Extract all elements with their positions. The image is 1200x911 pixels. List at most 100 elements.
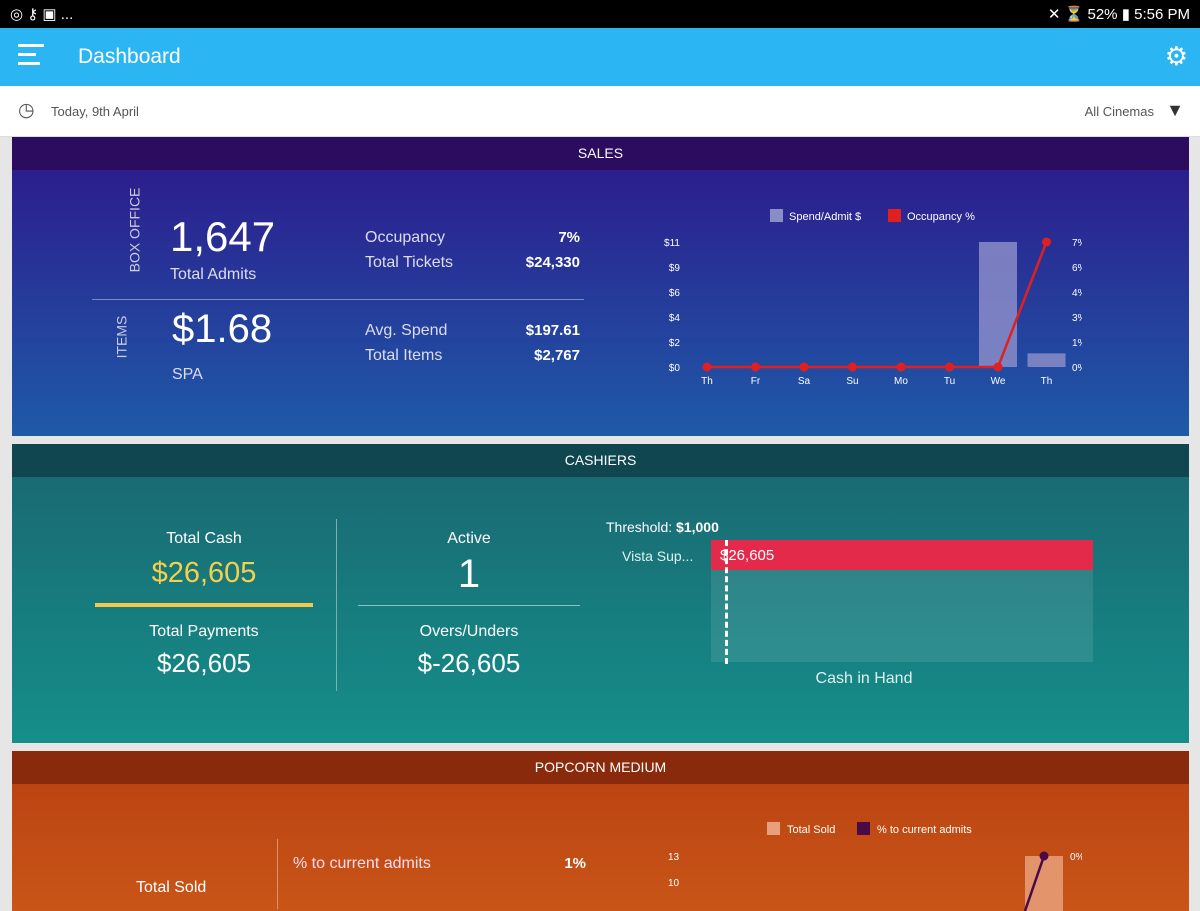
legend-swatch-spend bbox=[770, 209, 783, 222]
y-left-tick: 10 bbox=[668, 878, 680, 889]
x-tick: We bbox=[991, 376, 1006, 387]
point-occupancy bbox=[751, 362, 760, 372]
cashiers-header: CASHIERS bbox=[12, 444, 1189, 477]
legend-label-occupancy: Occupancy % bbox=[907, 211, 975, 223]
active-value: 1 bbox=[457, 552, 481, 596]
point-occupancy bbox=[993, 362, 1003, 372]
sales-card: SALES BOX OFFICE 1,647 Total Admits Occu… bbox=[12, 137, 1189, 436]
cash-bar-value: $26,605 bbox=[720, 547, 775, 564]
app-bar: Dashboard ⚙ bbox=[0, 28, 1200, 86]
legend-label-total-sold: Total Sold bbox=[787, 824, 835, 836]
y-right-tick: 0% bbox=[1072, 363, 1082, 374]
point-occupancy bbox=[848, 362, 857, 372]
total-payments-label: Total Payments bbox=[149, 623, 259, 640]
point-occupancy bbox=[799, 362, 809, 372]
status-bar: ◎ ⚷ ▣ ... ✕ ⏳ 52% ▮ 5:56 PM bbox=[0, 0, 1200, 28]
total-payments-value: $26,605 bbox=[157, 648, 251, 678]
divider bbox=[358, 605, 580, 606]
y-left-tick: $6 bbox=[669, 288, 681, 299]
occupancy-label: Occupancy bbox=[365, 229, 446, 246]
legend-swatch-pct bbox=[857, 822, 870, 835]
total-admits-label: Total Admits bbox=[170, 266, 257, 283]
spa-label: SPA bbox=[172, 366, 203, 383]
page-title: Dashboard bbox=[78, 45, 181, 68]
total-admits-value: 1,647 bbox=[170, 213, 276, 260]
y-left-tick: $11 bbox=[664, 238, 680, 249]
cashiers-card: CASHIERS Total Cash $26,605 Total Paymen… bbox=[12, 444, 1189, 743]
y-left-tick: $9 bbox=[669, 263, 681, 274]
box-office-label: BOX OFFICE bbox=[126, 187, 143, 273]
total-items-value: $2,767 bbox=[534, 347, 580, 364]
cinema-selector[interactable]: All Cinemas bbox=[1084, 104, 1154, 119]
popcorn-chart: Total Sold % to current admits 10 13 0% bbox=[668, 822, 1082, 911]
sales-header: SALES bbox=[12, 137, 1189, 170]
cashier-bar-label: Vista Sup... bbox=[622, 548, 694, 564]
overs-unders-value: $-26,605 bbox=[417, 648, 521, 678]
legend-swatch-total-sold bbox=[767, 822, 780, 835]
x-tick: Fr bbox=[751, 376, 761, 387]
threshold-line bbox=[725, 540, 728, 664]
notification-icons: ◎ ⚷ ▣ ... bbox=[10, 6, 74, 23]
x-tick: Mo bbox=[894, 376, 908, 387]
divider bbox=[277, 839, 278, 909]
x-tick: Th bbox=[1041, 376, 1053, 387]
y-right-tick: 4% bbox=[1072, 288, 1082, 299]
total-items-label: Total Items bbox=[365, 347, 443, 364]
bar-spend-admit bbox=[979, 242, 1017, 367]
total-tickets-label: Total Tickets bbox=[365, 254, 454, 271]
point-pct bbox=[1039, 851, 1049, 861]
x-tick: Sa bbox=[798, 376, 811, 387]
occupancy-value: 7% bbox=[558, 229, 580, 246]
avg-spend-label: Avg. Spend bbox=[365, 322, 448, 339]
point-occupancy bbox=[1042, 237, 1051, 247]
point-occupancy bbox=[945, 362, 954, 372]
filter-bar: ◷ Today, 9th April All Cinemas ▼ bbox=[0, 86, 1200, 137]
popcorn-card: POPCORN MEDIUM Total Sold % to current a… bbox=[12, 751, 1189, 911]
pct-admits-value: 1% bbox=[564, 855, 586, 872]
y-right-tick: 7% bbox=[1072, 238, 1082, 249]
point-occupancy bbox=[896, 362, 906, 372]
total-cash-label: Total Cash bbox=[166, 530, 242, 547]
overs-unders-label: Overs/Unders bbox=[419, 623, 519, 640]
cash-axis-label: Cash in Hand bbox=[815, 670, 913, 687]
x-tick: Tu bbox=[944, 376, 955, 387]
x-tick: Su bbox=[846, 376, 858, 387]
total-tickets-value: $24,330 bbox=[525, 254, 580, 271]
pct-admits-label: % to current admits bbox=[293, 855, 431, 872]
x-tick: Th bbox=[701, 376, 713, 387]
menu-icon[interactable] bbox=[18, 44, 44, 65]
legend-label-pct: % to current admits bbox=[877, 824, 972, 836]
bar-spend-admit bbox=[1027, 353, 1066, 367]
divider bbox=[336, 519, 337, 691]
sales-chart: Spend/Admit $ Occupancy % $0 $2 $4 $6 $9 $11 0% 1… bbox=[664, 209, 1082, 387]
filter-icon[interactable]: ▼ bbox=[1166, 100, 1184, 120]
legend-swatch-occupancy bbox=[888, 209, 901, 222]
line-occupancy bbox=[707, 241, 1048, 369]
y-left-tick: $0 bbox=[669, 363, 681, 374]
divider bbox=[92, 299, 584, 300]
avg-spend-value: $197.61 bbox=[525, 322, 580, 339]
settings-gear-icon[interactable]: ⚙ bbox=[1164, 41, 1188, 71]
clock-icon: ◷ bbox=[18, 100, 35, 121]
threshold: Threshold: $1,000 bbox=[606, 519, 719, 535]
y-right-tick: 3% bbox=[1072, 313, 1082, 324]
status-right: ✕ ⏳ 52% ▮ 5:56 PM bbox=[1047, 6, 1190, 23]
y-right-tick: 0% bbox=[1070, 852, 1082, 863]
legend-label-spend: Spend/Admit $ bbox=[789, 211, 861, 223]
total-cash-underline bbox=[95, 603, 313, 607]
y-left-tick: 13 bbox=[668, 852, 680, 863]
y-left-tick: $4 bbox=[669, 313, 681, 324]
cash-in-hand-bar bbox=[711, 540, 1093, 570]
date-selector[interactable]: Today, 9th April bbox=[51, 104, 139, 119]
y-right-tick: 6% bbox=[1072, 263, 1082, 274]
y-left-tick: $2 bbox=[669, 338, 681, 349]
active-label: Active bbox=[447, 530, 491, 547]
total-cash-value: $26,605 bbox=[151, 557, 257, 589]
bar-total-sold bbox=[1025, 856, 1063, 911]
y-right-tick: 1% bbox=[1072, 338, 1082, 349]
spa-value: $1.68 bbox=[172, 307, 273, 351]
popcorn-header: POPCORN MEDIUM bbox=[12, 751, 1189, 784]
items-label: ITEMS bbox=[113, 315, 130, 359]
total-sold-label: Total Sold bbox=[136, 879, 207, 896]
point-occupancy bbox=[702, 362, 712, 372]
